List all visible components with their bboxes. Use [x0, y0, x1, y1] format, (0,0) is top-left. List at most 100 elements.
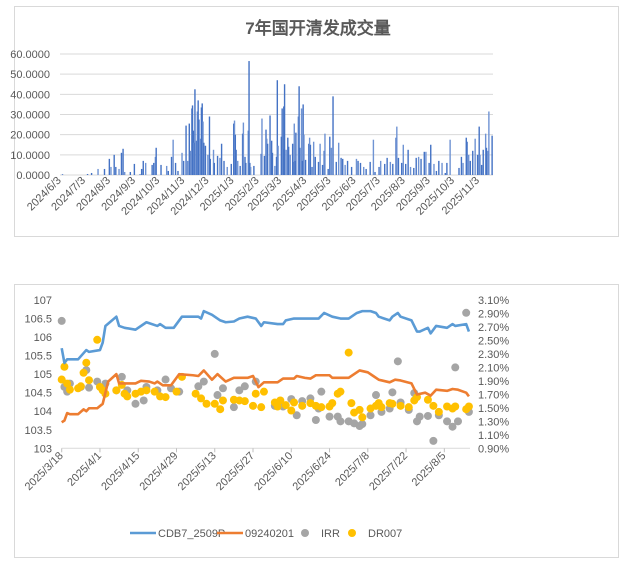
bar [324, 133, 326, 175]
x-tick-label: 2025/6/24 [291, 450, 334, 493]
bar [196, 111, 199, 175]
point-DR007 [161, 393, 170, 402]
bar [460, 156, 463, 175]
point-IRR [371, 391, 380, 400]
legend-label: CDB7_2509P [158, 528, 225, 540]
point-IRR [366, 411, 375, 420]
bar [174, 162, 177, 175]
point-DR007 [65, 385, 74, 394]
bar [269, 115, 271, 175]
bar [219, 157, 221, 175]
point-IRR [194, 382, 203, 391]
bar [190, 150, 192, 175]
bar [365, 168, 367, 175]
bar [266, 138, 268, 175]
bar [244, 156, 246, 175]
bar [226, 166, 228, 175]
bar [247, 130, 249, 175]
bar [355, 158, 358, 175]
bar [237, 160, 239, 175]
bar [140, 168, 143, 175]
bar [374, 171, 376, 175]
right-y-tick-label: 2.90% [478, 308, 509, 320]
bar [449, 139, 451, 175]
point-IRR [358, 420, 367, 429]
bar [165, 165, 168, 175]
bar [340, 157, 342, 175]
bar [396, 126, 398, 175]
point-IRR [235, 386, 244, 395]
y-tick-label: 20.0000 [10, 130, 50, 142]
volume-chart-panel [14, 6, 619, 237]
right-y-tick-label: 1.30% [478, 416, 509, 428]
bar [115, 166, 117, 175]
bar [177, 170, 179, 175]
bar [200, 107, 203, 175]
y-tick-label: 10.0000 [10, 150, 50, 162]
bar [342, 158, 344, 175]
left-y-tick-label: 104 [34, 406, 52, 418]
bar [441, 162, 443, 175]
point-IRR [218, 384, 227, 393]
legend-label: IRR [321, 528, 340, 540]
bar [260, 153, 262, 175]
bar [181, 152, 183, 175]
bar [300, 108, 303, 175]
point-IRR [325, 412, 334, 421]
bar [319, 143, 321, 175]
point-DR007 [317, 403, 326, 412]
bar [202, 121, 204, 175]
bar [235, 149, 237, 175]
point-IRR [117, 372, 126, 381]
y-tick-label: 50.0000 [10, 69, 50, 81]
left-y-tick-label: 106.5 [24, 314, 52, 326]
point-IRR [199, 377, 208, 386]
bar [197, 100, 199, 175]
bar [285, 149, 287, 175]
bar [182, 160, 185, 175]
x-tick-label: 2025/3/18 [23, 450, 66, 493]
bar [270, 140, 273, 175]
right-y-tick-label: 2.70% [478, 322, 509, 334]
point-DR007 [377, 403, 386, 412]
bar [276, 80, 279, 175]
point-DR007 [257, 403, 266, 412]
right-y-tick-label: 1.10% [478, 430, 509, 442]
point-DR007 [216, 405, 225, 414]
bar [193, 142, 195, 175]
point-IRR [131, 399, 140, 408]
bar [327, 168, 329, 175]
bar [337, 142, 340, 175]
bar [191, 105, 194, 175]
bar [289, 154, 291, 175]
point-IRR [240, 382, 249, 391]
point-DR007 [60, 362, 69, 371]
bar [122, 148, 124, 175]
bar [294, 160, 296, 175]
bar [86, 173, 89, 175]
point-DR007 [259, 387, 268, 396]
point-IRR [462, 308, 471, 317]
bar [283, 106, 285, 175]
right-y-tick-label: 2.50% [478, 335, 509, 347]
bar [61, 173, 64, 175]
bar [372, 139, 375, 175]
bar [487, 150, 489, 175]
point-DR007 [142, 386, 151, 395]
bar [249, 166, 252, 175]
bar [303, 134, 305, 175]
bar [207, 154, 209, 175]
bar [444, 172, 446, 175]
left-y-tick-label: 105 [34, 369, 52, 381]
bar [465, 137, 467, 175]
point-IRR [429, 436, 438, 445]
bar [230, 163, 232, 175]
bar [195, 140, 198, 175]
point-IRR [453, 417, 462, 426]
bar [212, 149, 215, 175]
point-IRR [451, 363, 460, 372]
right-y-tick-label: 2.10% [478, 362, 509, 374]
bar [478, 126, 480, 175]
bar [160, 164, 162, 175]
